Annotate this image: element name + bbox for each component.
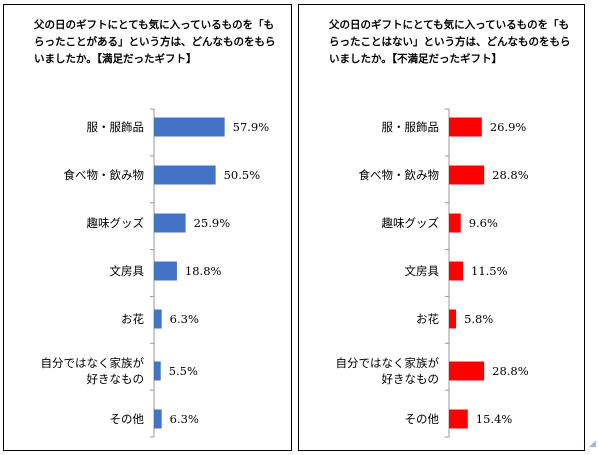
bar: [154, 261, 177, 281]
chart-title: 父の日のギフトにとても気に入っているものを「もらったことがある」という方は、どん…: [34, 19, 276, 65]
bar: [154, 213, 186, 233]
chart-title: 父の日のギフトにとても気に入っているものを「もらったことはない」という方は、どん…: [329, 19, 571, 65]
bar: [154, 361, 161, 381]
data-label: 28.8%: [492, 364, 529, 378]
chart-panel-unsatisfied: 父の日のギフトにとても気に入っているものを「もらったことはない」という方は、どん…: [298, 4, 585, 451]
category-label: 自分ではなく家族が: [336, 356, 440, 370]
category-label: 好きなもの: [382, 372, 440, 386]
bar: [154, 409, 162, 429]
category-label: 文房具: [405, 264, 440, 278]
data-label: 11.5%: [471, 264, 508, 278]
bar: [449, 165, 485, 185]
chart-plot: 26.9% 服・服飾品 28.8% 食べ物・飲み物 9.6% 趣味グッズ 11.5% 文房具 5…: [336, 108, 529, 438]
category-label: その他: [110, 412, 145, 426]
chart-panel-satisfied: 父の日のギフトにとても気に入っているものを「もらったことがある」という方は、どん…: [3, 4, 292, 451]
data-label: 18.8%: [185, 264, 222, 278]
category-label: その他: [405, 412, 440, 426]
category-label: お花: [121, 312, 144, 326]
corner-mark-icon: ◢: [589, 439, 596, 449]
bar: [449, 117, 482, 137]
data-label: 6.3%: [170, 412, 199, 426]
data-label: 25.9%: [194, 216, 231, 230]
bar: [154, 309, 162, 329]
data-label: 15.4%: [476, 412, 513, 426]
bar: [449, 409, 468, 429]
chart-plot: 57.9% 服・服飾品 50.5% 食べ物・飲み物 25.9% 趣味グッズ 18.8% 文房具…: [41, 108, 270, 438]
bar: [449, 309, 457, 329]
data-label: 5.8%: [464, 312, 493, 326]
category-label: 食べ物・飲み物: [359, 168, 440, 182]
bar: [449, 213, 461, 233]
data-label: 9.6%: [469, 216, 498, 230]
data-label: 50.5%: [224, 168, 261, 182]
data-label: 5.5%: [169, 364, 198, 378]
data-label: 6.3%: [170, 312, 199, 326]
bar: [154, 165, 216, 185]
category-label: 趣味グッズ: [87, 216, 145, 230]
category-label: 服・服飾品: [87, 120, 145, 134]
data-label: 57.9%: [233, 120, 270, 134]
category-label: 食べ物・飲み物: [64, 168, 145, 182]
bar: [154, 117, 225, 137]
category-label: 好きなもの: [87, 372, 145, 386]
bar: [449, 261, 464, 281]
data-label: 26.9%: [490, 120, 527, 134]
category-label: お花: [416, 312, 439, 326]
category-label: 服・服飾品: [382, 120, 440, 134]
category-label: 自分ではなく家族が: [41, 356, 145, 370]
category-label: 趣味グッズ: [382, 216, 440, 230]
bar: [449, 361, 485, 381]
category-label: 文房具: [110, 264, 145, 278]
data-label: 28.8%: [492, 168, 529, 182]
